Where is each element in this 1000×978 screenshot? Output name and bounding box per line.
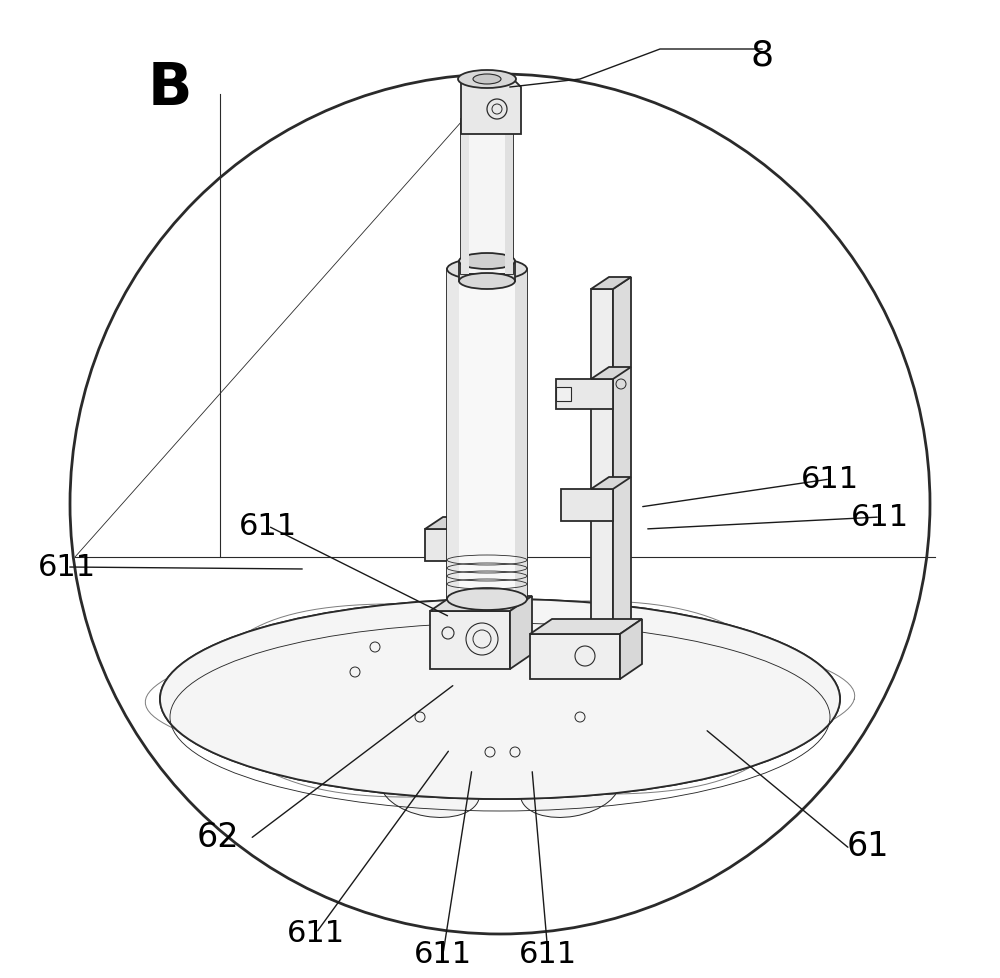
Polygon shape <box>461 80 521 135</box>
Polygon shape <box>505 120 513 275</box>
Polygon shape <box>425 517 478 529</box>
Polygon shape <box>459 262 515 282</box>
Ellipse shape <box>247 622 373 697</box>
Text: B: B <box>148 60 193 117</box>
Text: 61: 61 <box>847 829 889 863</box>
Text: 611: 611 <box>239 511 297 541</box>
Polygon shape <box>620 619 642 680</box>
Polygon shape <box>447 270 527 600</box>
Polygon shape <box>561 490 613 521</box>
Text: 611: 611 <box>519 940 577 968</box>
Polygon shape <box>556 387 571 402</box>
Ellipse shape <box>473 75 501 85</box>
Ellipse shape <box>627 622 753 697</box>
Polygon shape <box>430 597 532 611</box>
Polygon shape <box>460 517 478 561</box>
Text: 611: 611 <box>851 503 909 532</box>
Text: 8: 8 <box>750 38 774 72</box>
Text: 611: 611 <box>287 918 345 948</box>
Polygon shape <box>591 477 631 490</box>
Polygon shape <box>530 635 620 680</box>
Polygon shape <box>515 270 527 600</box>
Ellipse shape <box>447 589 527 610</box>
Text: 611: 611 <box>801 465 859 494</box>
Polygon shape <box>510 597 532 669</box>
Polygon shape <box>530 619 642 635</box>
Polygon shape <box>591 278 631 289</box>
Text: 611: 611 <box>414 940 472 968</box>
Ellipse shape <box>459 253 515 270</box>
Polygon shape <box>556 379 613 410</box>
Polygon shape <box>430 611 510 669</box>
Polygon shape <box>461 120 469 275</box>
Ellipse shape <box>381 761 479 818</box>
Ellipse shape <box>293 692 407 766</box>
Ellipse shape <box>160 600 840 799</box>
Ellipse shape <box>459 274 515 289</box>
Ellipse shape <box>521 761 619 818</box>
Text: 611: 611 <box>38 553 96 582</box>
Text: 62: 62 <box>197 821 239 854</box>
Polygon shape <box>591 289 613 659</box>
Polygon shape <box>447 270 459 600</box>
Ellipse shape <box>445 741 555 797</box>
Polygon shape <box>613 278 631 659</box>
Polygon shape <box>591 368 631 379</box>
Ellipse shape <box>447 259 527 281</box>
Polygon shape <box>425 529 460 561</box>
Ellipse shape <box>593 692 707 766</box>
Ellipse shape <box>160 600 840 799</box>
Polygon shape <box>461 120 513 275</box>
Ellipse shape <box>458 71 516 89</box>
